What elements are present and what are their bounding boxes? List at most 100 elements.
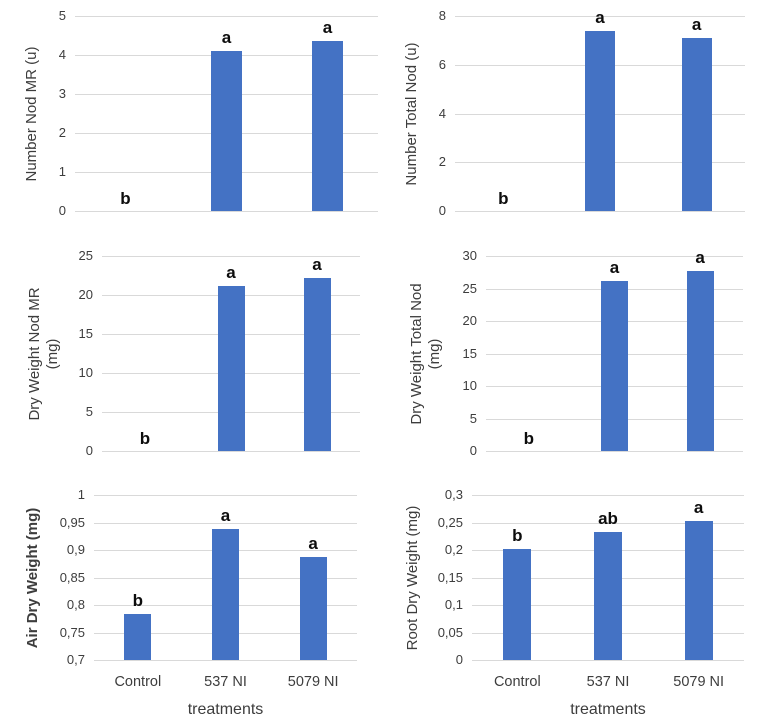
bar-537-ni — [212, 529, 239, 660]
y-tick-label: 0 — [438, 203, 446, 218]
bar-5079-ni — [686, 270, 714, 451]
significance-letter: a — [609, 258, 620, 278]
y-tick-label: 20 — [462, 313, 477, 328]
significance-letter: b — [139, 429, 151, 448]
y-tick-label: 0,15 — [437, 569, 463, 585]
y-tick-label: 0,9 — [66, 542, 85, 557]
chart-number-nod-mr: Number Nod MR (u) 0 1 2 3 4 5 b a a — [0, 0, 380, 240]
y-tick-label: 0,05 — [437, 624, 463, 640]
gridline — [94, 495, 357, 496]
significance-letter: a — [226, 263, 236, 283]
y-tick-label: 0,3 — [444, 487, 463, 502]
chart-dry-weight-total-nod: Dry Weight Total Nod (mg) 0 5 10 15 20 25 30 b a… — [380, 240, 761, 480]
y-tick-label: 20 — [78, 287, 93, 302]
y-axis-title: Dry Weight Nod MR (mg) — [26, 286, 61, 421]
bar-5079-ni — [299, 557, 327, 660]
gridline — [455, 16, 745, 17]
y-tick-label: 25 — [78, 248, 93, 263]
y-tick-label: 0 — [469, 443, 477, 458]
bar-537-ni — [594, 532, 622, 660]
gridline — [472, 522, 744, 524]
chart-root-dry-weight: Root Dry Weight (mg) treatments 0 0,05 0,1… — [380, 480, 761, 721]
y-tick-label: 0,85 — [59, 569, 85, 585]
significance-letter: b — [523, 429, 535, 448]
y-tick-label: 0 — [58, 203, 66, 218]
x-tick-label: Control — [114, 674, 162, 690]
y-tick-label: 0 — [85, 443, 93, 458]
y-tick-label: 4 — [58, 47, 66, 62]
y-tick-label: 30 — [462, 248, 477, 263]
y-tick-label: 5 — [85, 404, 93, 419]
y-tick-label: 0,95 — [59, 514, 85, 530]
significance-letter: a — [695, 247, 705, 267]
y-tick-label: 0,8 — [66, 597, 85, 612]
bar-5079-ni — [303, 277, 331, 451]
bar-5079-ni — [684, 521, 713, 660]
x-tick-label: 537 NI — [204, 674, 247, 690]
bar-537-ni — [585, 30, 615, 211]
bar-5079-ni — [312, 41, 343, 211]
gridline — [94, 522, 357, 524]
significance-letter: b — [132, 591, 144, 611]
bar-control — [503, 548, 532, 660]
y-tick-label: 0,1 — [444, 597, 463, 612]
gridline — [102, 256, 360, 257]
y-tick-label: 15 — [78, 326, 93, 341]
x-tick-label: 5079 NI — [287, 674, 339, 690]
significance-letter: a — [691, 14, 702, 34]
gridline — [94, 660, 357, 661]
significance-letter: a — [308, 534, 318, 554]
significance-letter: b — [512, 525, 523, 545]
y-tick-label: 0 — [455, 652, 463, 667]
bar-537-ni — [211, 51, 242, 211]
bar-control — [124, 614, 152, 660]
significance-letter: b — [120, 189, 131, 208]
significance-letter: ab — [598, 509, 618, 529]
y-tick-label: 2 — [438, 154, 446, 170]
y-tick-label: 15 — [462, 345, 477, 361]
y-tick-label: 0,75 — [59, 624, 85, 640]
gridline — [472, 495, 744, 496]
y-tick-label: 10 — [462, 378, 477, 393]
y-tick-label: 4 — [438, 105, 446, 121]
y-tick-label: 1 — [77, 487, 85, 502]
significance-letter: a — [220, 506, 231, 526]
y-tick-label: 5 — [469, 410, 477, 426]
gridline — [75, 16, 378, 17]
y-tick-label: 0,7 — [66, 652, 85, 667]
x-tick-label: 537 NI — [586, 674, 630, 690]
y-tick-label: 0,25 — [437, 514, 463, 530]
y-tick-label: 3 — [58, 86, 66, 101]
y-tick-label: 10 — [78, 365, 93, 380]
significance-letter: a — [312, 254, 322, 274]
x-tick-label: Control — [493, 674, 541, 690]
bar-5079-ni — [681, 37, 712, 211]
y-tick-label: 8 — [438, 8, 446, 23]
x-tick-label: 5079 NI — [673, 674, 725, 690]
chart-air-dry-weight: Air Dry Weight (mg) treatments 0,7 0,75 0,… — [0, 480, 380, 721]
gridline — [102, 451, 360, 452]
chart-dry-weight-nod-mr: Dry Weight Nod MR (mg) 0 5 10 15 20 25 b a a — [0, 240, 380, 480]
y-axis-title: Number Nod MR (u) — [23, 45, 40, 182]
y-tick-label: 5 — [58, 8, 66, 23]
bar-537-ni — [217, 286, 245, 451]
y-tick-label: 2 — [58, 125, 66, 140]
y-tick-label: 25 — [462, 280, 477, 296]
gridline — [455, 211, 745, 212]
gridline — [486, 256, 743, 257]
significance-letter: a — [693, 498, 704, 518]
y-tick-label: 1 — [58, 164, 66, 179]
gridline — [75, 211, 378, 212]
gridline — [486, 451, 743, 452]
y-tick-label: 0,2 — [444, 542, 463, 557]
significance-letter: a — [595, 7, 605, 27]
x-axis-title: treatments — [570, 701, 646, 718]
y-tick-label: 6 — [438, 56, 446, 72]
gridline — [472, 660, 744, 661]
x-axis-title: treatments — [187, 701, 264, 718]
bar-537-ni — [601, 281, 628, 451]
significance-letter: a — [322, 18, 333, 38]
significance-letter: a — [221, 28, 232, 48]
